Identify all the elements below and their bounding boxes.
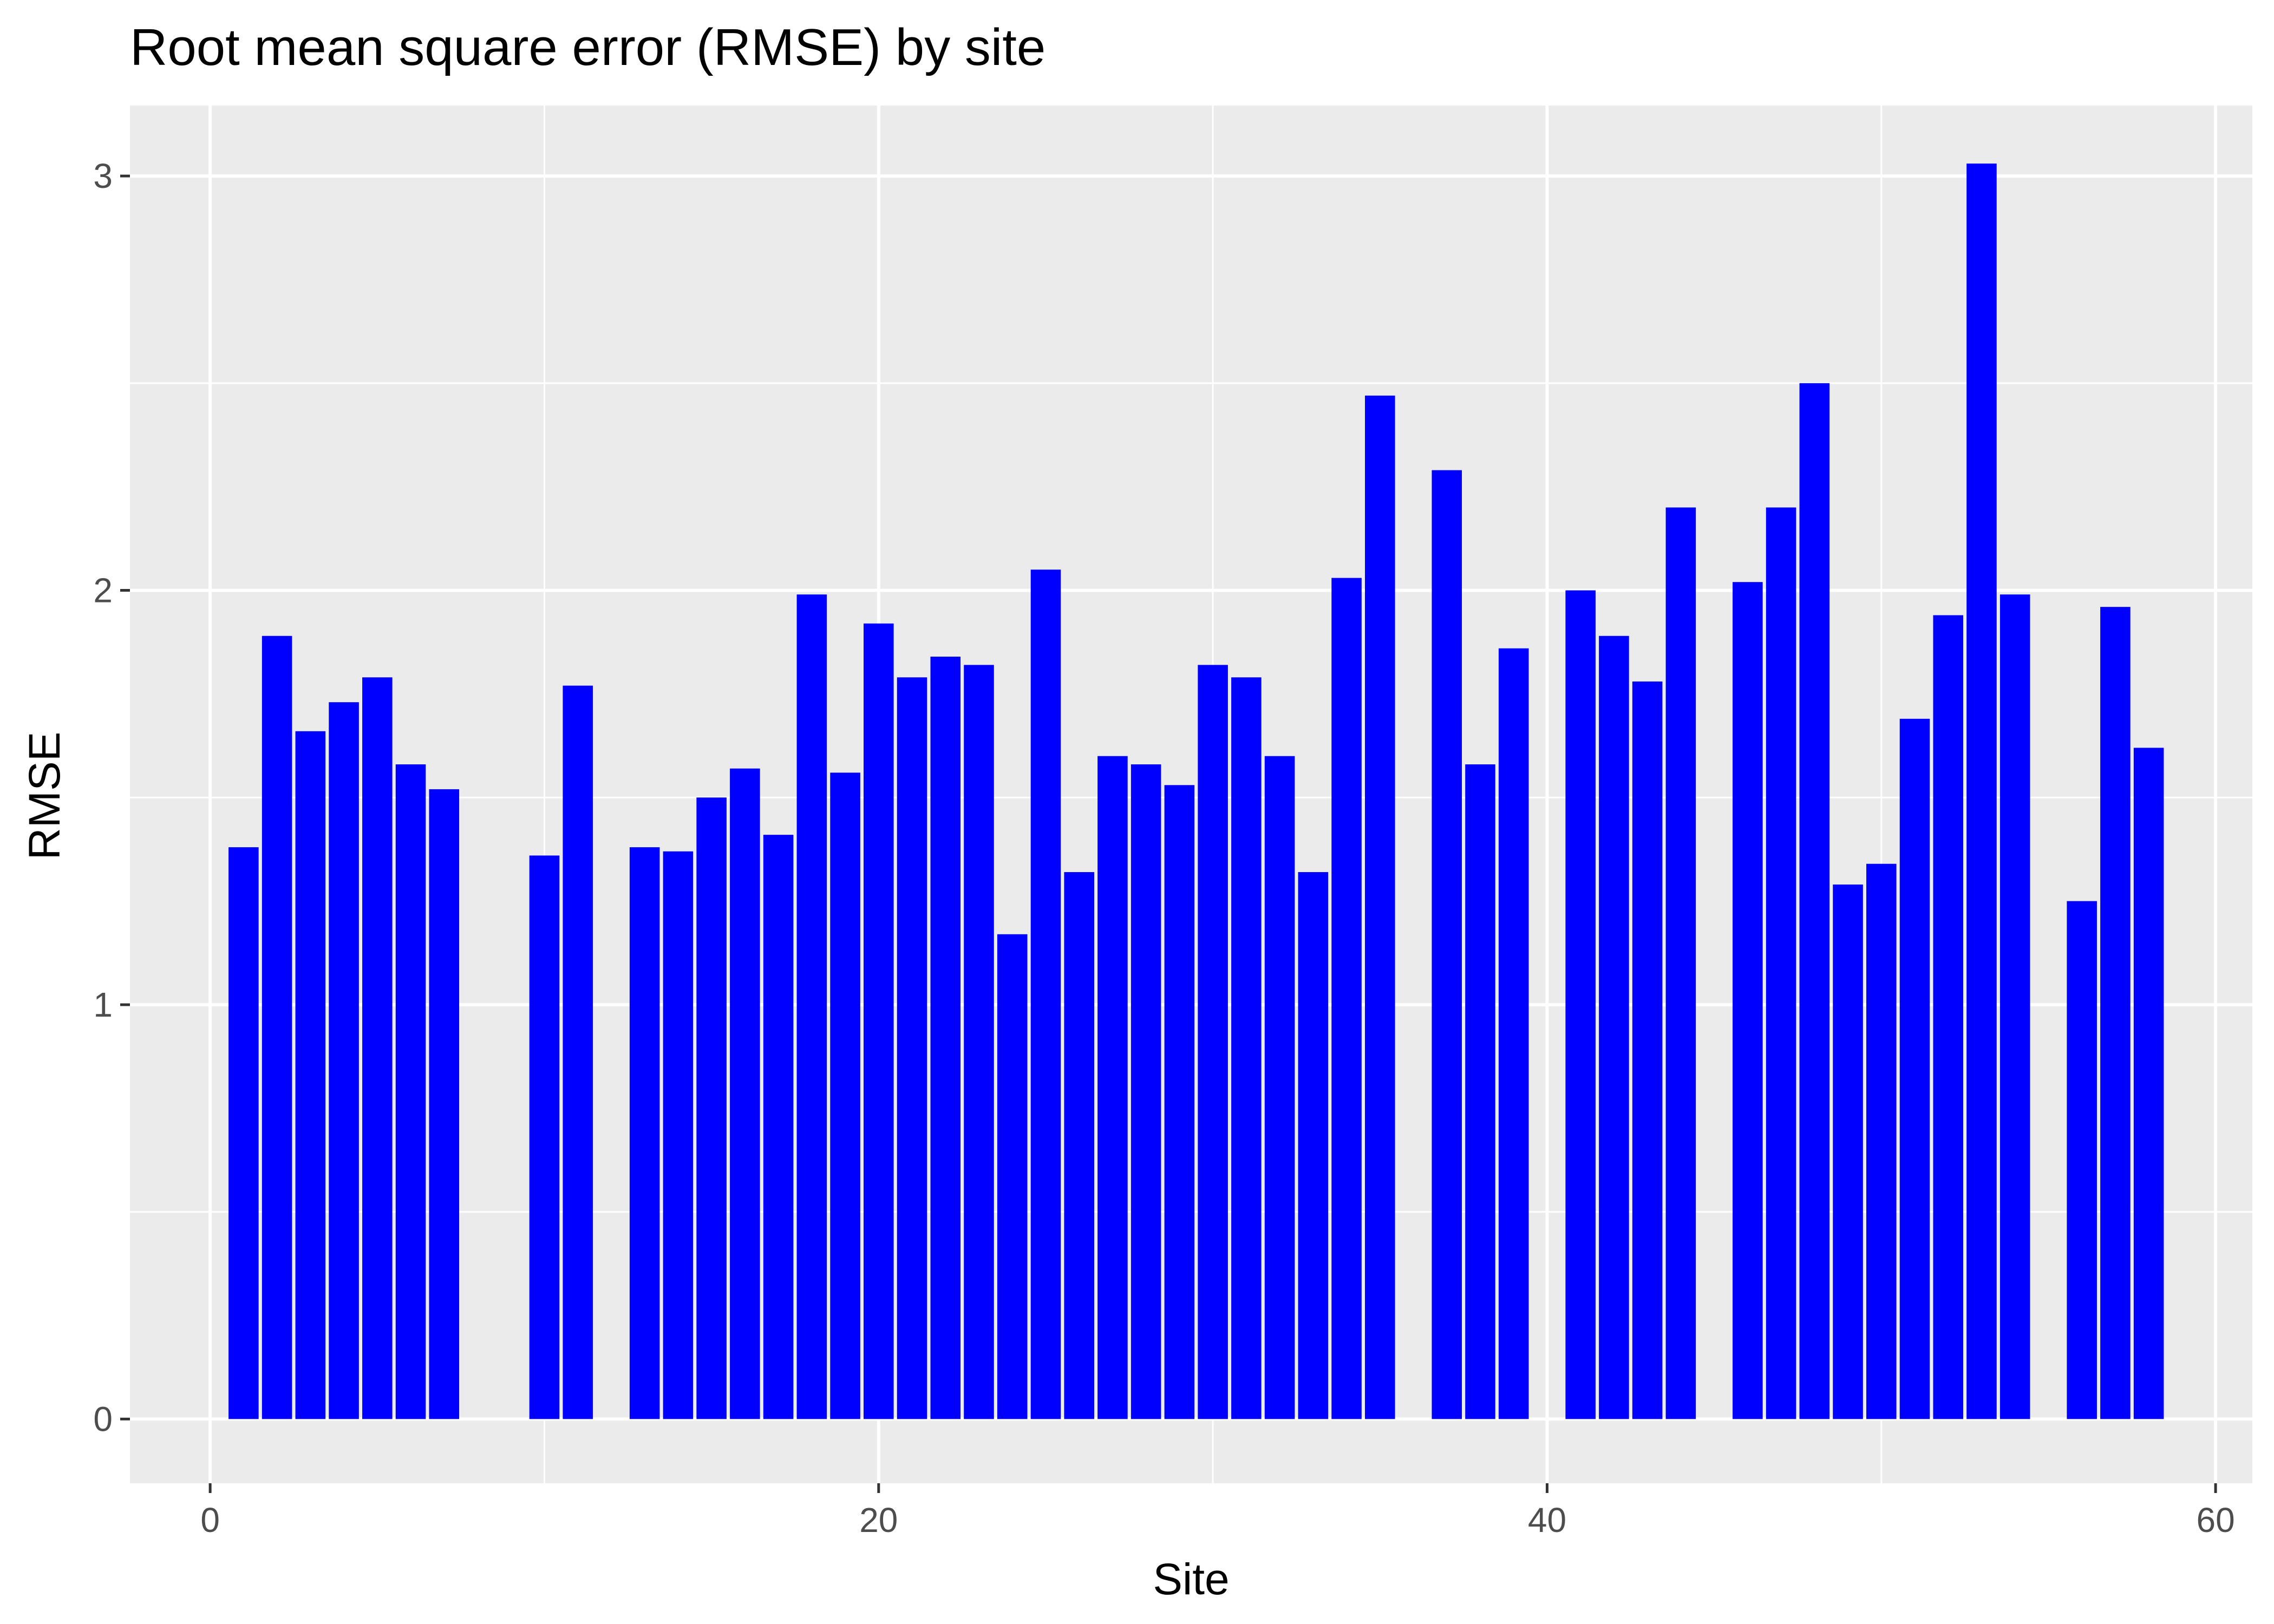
bar-site-35 (1365, 395, 1395, 1419)
bar-site-44 (1665, 507, 1696, 1419)
bar-site-14 (663, 851, 694, 1419)
bar-site-24 (997, 934, 1028, 1419)
bar-site-13 (629, 847, 660, 1419)
bar-site-18 (796, 594, 827, 1419)
bar-site-16 (730, 768, 760, 1419)
bar-site-52 (1933, 615, 1964, 1419)
bar-site-10 (529, 855, 560, 1419)
bar-site-6 (395, 764, 426, 1419)
bar-site-5 (362, 677, 393, 1419)
bar-site-46 (1733, 582, 1763, 1419)
x-tick-label: 0 (200, 1501, 220, 1540)
bar-site-7 (429, 789, 460, 1419)
bar-site-54 (1999, 594, 2030, 1419)
y-tick-label: 1 (93, 985, 113, 1024)
bar-site-50 (1866, 863, 1897, 1419)
bar-site-57 (2100, 607, 2131, 1419)
bars (228, 163, 2164, 1419)
bar-site-53 (1966, 163, 1997, 1419)
bar-site-15 (696, 797, 727, 1419)
bar-site-31 (1231, 677, 1262, 1419)
bar-site-28 (1131, 764, 1161, 1419)
bar-site-30 (1198, 665, 1228, 1419)
bar-site-41 (1565, 590, 1596, 1419)
y-tick-label: 2 (93, 571, 113, 610)
bar-site-56 (2067, 901, 2097, 1419)
bar-site-23 (964, 665, 994, 1419)
bar-site-17 (763, 835, 794, 1419)
bar-site-43 (1632, 681, 1663, 1419)
y-tick-label: 3 (93, 156, 113, 195)
y-axis-label: RMSE (20, 732, 69, 860)
x-axis-label: Site (1153, 1555, 1229, 1604)
chart-title: Root mean square error (RMSE) by site (130, 18, 1045, 76)
bar-site-11 (563, 685, 593, 1419)
bar-site-34 (1331, 578, 1362, 1419)
bar-site-39 (1498, 648, 1529, 1419)
bar-site-51 (1899, 718, 1930, 1419)
bar-site-22 (930, 657, 961, 1419)
y-tick-label: 0 (93, 1399, 113, 1438)
bar-site-3 (295, 731, 326, 1419)
bar-site-47 (1766, 507, 1796, 1419)
axes: 0 20 40 60 0 1 2 3 (93, 156, 2234, 1540)
bar-site-29 (1164, 785, 1195, 1419)
bar-site-2 (262, 636, 292, 1419)
bar-site-58 (2133, 748, 2164, 1419)
bar-site-38 (1465, 764, 1495, 1419)
bar-site-37 (1432, 470, 1462, 1419)
bar-site-20 (864, 623, 894, 1419)
bar-site-48 (1799, 383, 1830, 1419)
bar-site-42 (1599, 636, 1629, 1419)
bar-site-25 (1030, 569, 1061, 1419)
x-tick-label: 40 (1528, 1501, 1566, 1540)
bar-site-1 (228, 847, 259, 1419)
bar-site-4 (329, 702, 359, 1419)
x-tick-label: 20 (859, 1501, 898, 1540)
bar-site-33 (1298, 872, 1329, 1419)
bar-site-19 (830, 772, 860, 1419)
bar-site-27 (1097, 756, 1128, 1419)
x-tick-label: 60 (2197, 1501, 2235, 1540)
bar-site-26 (1064, 872, 1094, 1419)
bar-site-21 (897, 677, 927, 1419)
bar-site-49 (1833, 884, 1863, 1419)
bar-site-32 (1264, 756, 1295, 1419)
